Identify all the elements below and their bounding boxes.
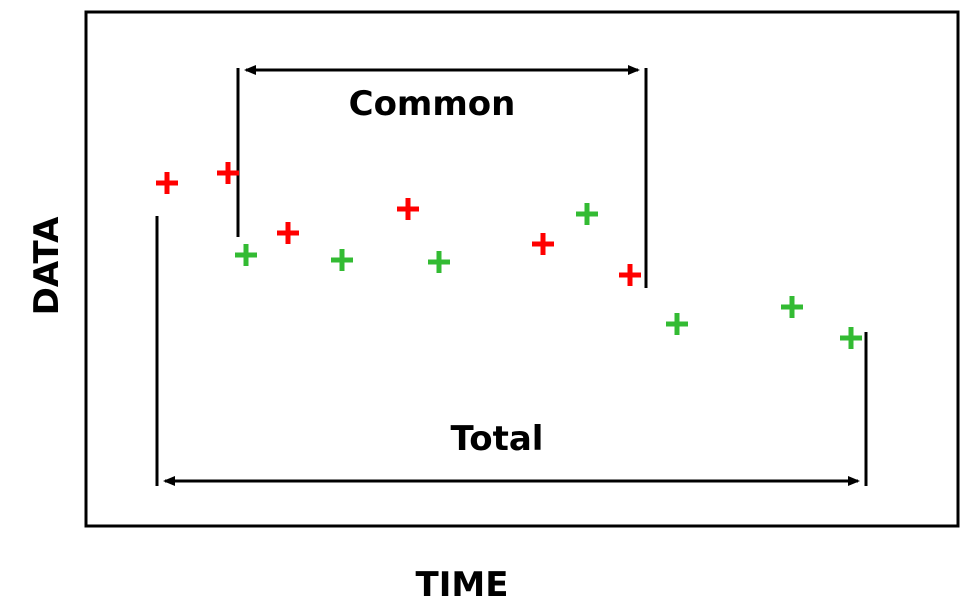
plot-frame [84, 10, 960, 528]
plus-marker [428, 251, 450, 273]
x-axis-label: TIME [416, 565, 509, 605]
common-label: Common [349, 84, 516, 124]
total-label: Total [451, 419, 544, 459]
plus-marker [156, 172, 178, 194]
plus-marker [331, 249, 353, 271]
plus-marker [235, 244, 257, 266]
plus-marker [397, 198, 419, 220]
y-axis-label: DATA [27, 216, 67, 315]
data-markers [156, 162, 862, 349]
plus-marker [840, 327, 862, 349]
plus-marker [277, 222, 299, 244]
plus-marker [576, 203, 598, 225]
plus-marker [666, 313, 688, 335]
plus-marker [619, 264, 641, 286]
plus-marker [217, 162, 239, 184]
plus-marker [532, 233, 554, 255]
plus-marker [781, 296, 803, 318]
